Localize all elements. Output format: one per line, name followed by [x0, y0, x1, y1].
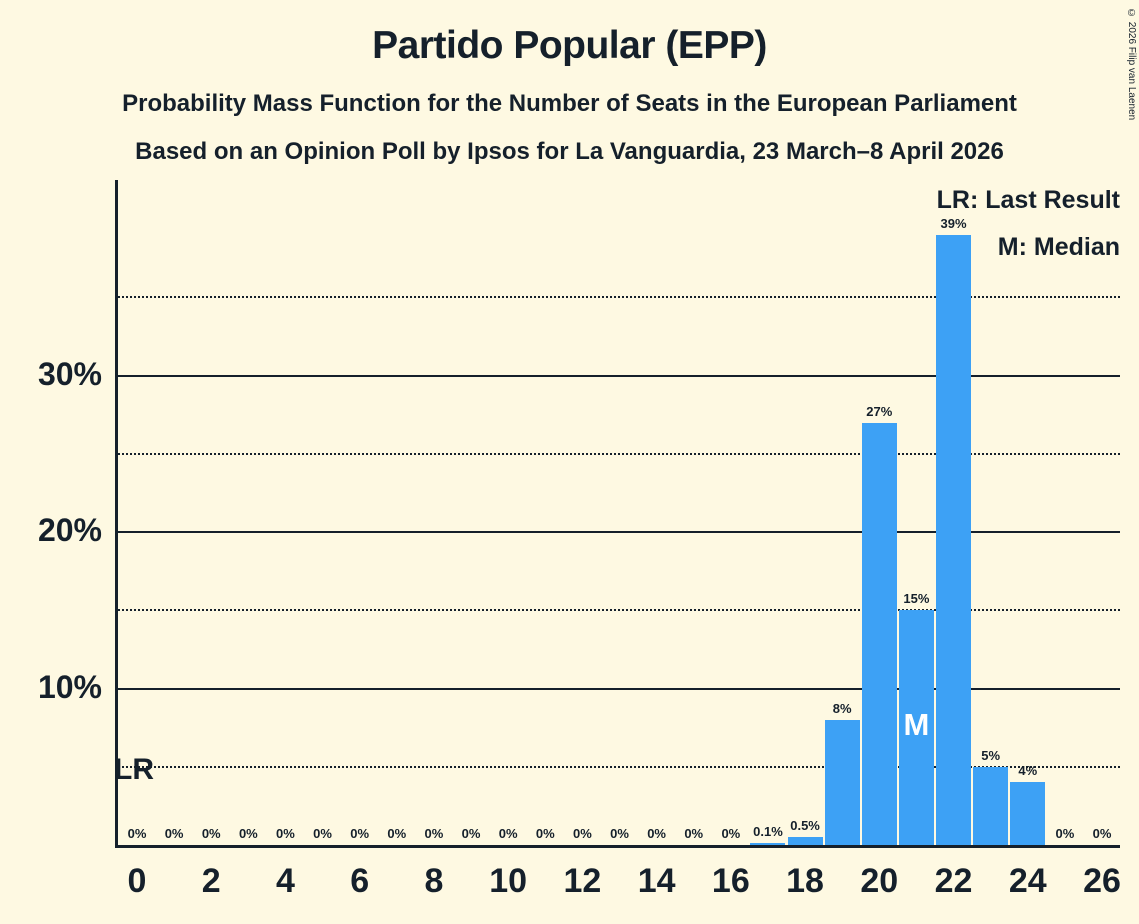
- median-marker: M: [903, 706, 930, 742]
- x-axis-label-16: 16: [711, 862, 750, 900]
- gridline-solid-20pct: [118, 531, 1120, 534]
- x-axis-label-0: 0: [127, 862, 147, 900]
- bar-label-seat-16: 0%: [721, 826, 741, 841]
- gridline-dotted-15pct: [118, 609, 1120, 612]
- gridline-solid-30pct: [118, 374, 1120, 377]
- bar-label-seat-7: 0%: [387, 826, 407, 841]
- gridline-dotted-35pct: [118, 296, 1120, 299]
- bar-label-seat-18: 0.5%: [790, 818, 820, 834]
- last-result-marker: LR: [114, 753, 154, 786]
- x-axis-label-20: 20: [860, 862, 899, 900]
- chart-subtitle-poll: Based on an Opinion Poll by Ipsos for La…: [135, 138, 1004, 165]
- bar-label-seat-0: 0%: [127, 826, 147, 841]
- y-axis-line: [115, 180, 118, 848]
- bar-label-seat-19: 8%: [832, 700, 852, 716]
- bar-label-seat-12: 0%: [572, 826, 592, 841]
- bar-label-seat-3: 0%: [238, 826, 258, 841]
- bar-label-seat-1: 0%: [164, 826, 184, 841]
- y-axis-label-20pct: 20%: [37, 512, 102, 549]
- bar-label-seat-10: 0%: [498, 826, 518, 841]
- bar-label-seat-2: 0%: [201, 826, 221, 841]
- x-axis-label-6: 6: [350, 862, 370, 900]
- bar-label-seat-22: 39%: [940, 215, 967, 231]
- bar-label-seat-13: 0%: [610, 826, 629, 841]
- bar-label-seat-9: 0%: [461, 826, 481, 841]
- bar-seat-24: [1010, 782, 1046, 845]
- bar-label-seat-4: 0%: [276, 826, 295, 841]
- chart-title: Partido Popular (EPP): [372, 24, 767, 67]
- bar-label-seat-14: 0%: [647, 826, 666, 841]
- bar-label-seat-17: 0.1%: [753, 824, 783, 840]
- bar-label-seat-20: 27%: [866, 403, 893, 419]
- bar-seat-22: [936, 234, 972, 845]
- gridline-dotted-5pct: [118, 765, 1120, 768]
- bar-label-seat-11: 0%: [535, 826, 555, 841]
- bar-seat-19: [824, 719, 860, 845]
- x-axis-label-8: 8: [424, 862, 444, 900]
- bar-seat-18: [787, 837, 823, 845]
- bar-seat-20: [861, 422, 897, 845]
- x-axis-line: [115, 845, 1120, 848]
- x-axis-label-14: 14: [637, 862, 676, 900]
- x-axis-label-22: 22: [934, 862, 973, 900]
- y-axis-label-10pct: 10%: [37, 668, 102, 705]
- bar-label-seat-23: 5%: [981, 747, 1001, 763]
- bar-label-seat-25: 0%: [1055, 826, 1075, 841]
- chart-subtitle-pmf: Probability Mass Function for the Number…: [122, 90, 1017, 117]
- gridline-solid-10pct: [118, 687, 1120, 690]
- bar-seat-23: [973, 766, 1009, 845]
- legend-last-result: LR: Last Result: [936, 186, 1120, 214]
- x-axis-label-12: 12: [563, 862, 602, 900]
- bar-label-seat-21: 15%: [903, 591, 930, 607]
- gridline-dotted-25pct: [118, 452, 1120, 455]
- bar-label-seat-6: 0%: [350, 826, 370, 841]
- bar-label-seat-24: 4%: [1018, 763, 1038, 779]
- x-axis-label-4: 4: [275, 862, 295, 900]
- bar-label-seat-26: 0%: [1092, 826, 1112, 841]
- x-axis-label-10: 10: [489, 862, 528, 900]
- y-axis-label-30pct: 30%: [37, 355, 102, 392]
- bar-seat-17: [750, 843, 786, 845]
- x-axis-label-2: 2: [201, 862, 221, 900]
- bar-seat-21: [898, 610, 934, 845]
- copyright-notice: © 2026 Filip van Laenen: [1126, 8, 1137, 121]
- legend-median: M: Median: [997, 233, 1120, 261]
- x-axis-label-24: 24: [1008, 862, 1047, 900]
- x-axis-label-18: 18: [786, 862, 824, 900]
- bar-label-seat-15: 0%: [684, 826, 704, 841]
- bar-label-seat-8: 0%: [424, 826, 444, 841]
- x-axis-label-26: 26: [1083, 862, 1121, 900]
- bar-label-seat-5: 0%: [313, 826, 332, 841]
